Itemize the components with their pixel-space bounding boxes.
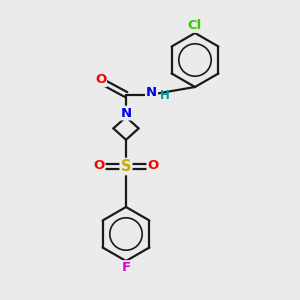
Text: F: F <box>122 261 130 274</box>
Text: S: S <box>121 159 131 174</box>
Text: O: O <box>93 159 105 172</box>
Text: N: N <box>146 86 157 99</box>
Text: N: N <box>120 106 132 120</box>
Text: O: O <box>95 73 106 86</box>
Text: Cl: Cl <box>188 19 202 32</box>
Text: O: O <box>147 159 159 172</box>
Text: H: H <box>160 89 170 102</box>
